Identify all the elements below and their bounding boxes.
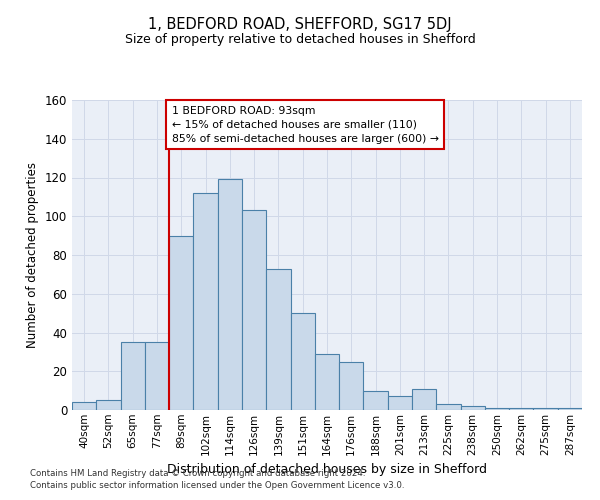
Bar: [339, 362, 364, 410]
Text: Size of property relative to detached houses in Shefford: Size of property relative to detached ho…: [125, 32, 475, 46]
Bar: [412, 388, 436, 410]
Bar: [436, 404, 461, 410]
Bar: [388, 396, 412, 410]
Text: Contains HM Land Registry data © Crown copyright and database right 2024.: Contains HM Land Registry data © Crown c…: [30, 468, 365, 477]
Bar: [461, 406, 485, 410]
Bar: [218, 180, 242, 410]
Bar: [364, 390, 388, 410]
Bar: [315, 354, 339, 410]
Bar: [485, 408, 509, 410]
Bar: [121, 342, 145, 410]
Bar: [169, 236, 193, 410]
Bar: [145, 342, 169, 410]
Bar: [96, 400, 121, 410]
X-axis label: Distribution of detached houses by size in Shefford: Distribution of detached houses by size …: [167, 463, 487, 476]
Bar: [193, 193, 218, 410]
Bar: [558, 408, 582, 410]
Bar: [533, 408, 558, 410]
Text: Contains public sector information licensed under the Open Government Licence v3: Contains public sector information licen…: [30, 481, 404, 490]
Bar: [242, 210, 266, 410]
Y-axis label: Number of detached properties: Number of detached properties: [26, 162, 39, 348]
Bar: [72, 402, 96, 410]
Text: 1, BEDFORD ROAD, SHEFFORD, SG17 5DJ: 1, BEDFORD ROAD, SHEFFORD, SG17 5DJ: [148, 18, 452, 32]
Bar: [509, 408, 533, 410]
Bar: [290, 313, 315, 410]
Text: 1 BEDFORD ROAD: 93sqm
← 15% of detached houses are smaller (110)
85% of semi-det: 1 BEDFORD ROAD: 93sqm ← 15% of detached …: [172, 106, 439, 144]
Bar: [266, 268, 290, 410]
